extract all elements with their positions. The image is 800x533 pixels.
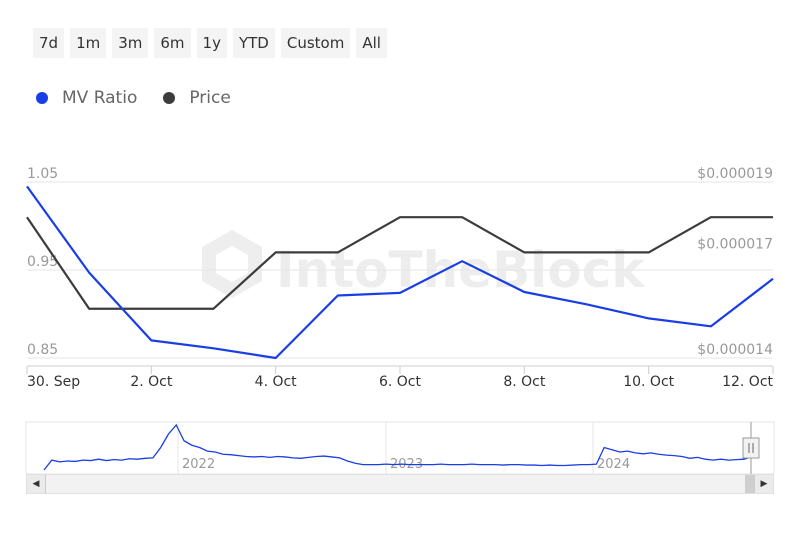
- scroll-left-button[interactable]: ◀: [27, 475, 46, 493]
- range-selector: 7d 1m 3m 6m 1y YTD Custom All: [33, 28, 387, 58]
- navigator-frame: [25, 421, 775, 475]
- scrollbar-thumb[interactable]: [745, 475, 755, 493]
- mv-ratio-series-line: [26, 185, 774, 360]
- watermark-logo-icon: [202, 230, 262, 298]
- x-tick-label: 4. Oct: [255, 374, 298, 390]
- y-right-tick-label: $0.000017: [697, 236, 773, 252]
- range-button-all[interactable]: All: [356, 28, 387, 58]
- y-left-tick-label: 0.85: [27, 342, 58, 358]
- legend-item-mv-ratio[interactable]: MV Ratio: [36, 88, 137, 108]
- x-tick-label: 6. Oct: [379, 374, 422, 390]
- x-tick-label: 2. Oct: [130, 374, 173, 390]
- chart-legend: MV Ratio Price: [36, 88, 231, 108]
- y-left-tick-label: 0.95: [27, 254, 58, 270]
- navigator-year-label: 2024: [597, 457, 630, 472]
- range-button-custom[interactable]: Custom: [280, 28, 351, 58]
- navigator-year-label: 2022: [182, 457, 215, 472]
- mv-ratio-legend-dot: [36, 92, 48, 104]
- y-right-tick-label: $0.000014: [697, 342, 773, 358]
- x-tick-label: 30. Sep: [27, 374, 80, 390]
- navigator-range-handle[interactable]: [742, 437, 760, 459]
- navigator-chart: 2022 2023 2024: [25, 421, 775, 475]
- price-legend-dot: [163, 92, 176, 104]
- x-tick-label: 10. Oct: [623, 374, 674, 390]
- navigator-scrollbar[interactable]: ◀ ▶: [26, 474, 774, 494]
- range-button-1y[interactable]: 1y: [196, 28, 227, 58]
- range-button-ytd[interactable]: YTD: [232, 28, 275, 58]
- x-tick-label: 12. Oct: [722, 374, 773, 390]
- scroll-right-button[interactable]: ▶: [754, 475, 773, 493]
- range-button-1m[interactable]: 1m: [70, 28, 107, 58]
- legend-label-mv-ratio: MV Ratio: [62, 88, 138, 108]
- range-button-3m[interactable]: 3m: [112, 28, 149, 58]
- main-chart: IntoTheBlock 1.05 0.95 0.85 $0.000019 $0.00…: [26, 166, 774, 390]
- range-button-6m[interactable]: 6m: [154, 28, 191, 58]
- navigator-series-line: [43, 423, 753, 471]
- x-tick-label: 8. Oct: [503, 374, 546, 390]
- legend-item-price[interactable]: Price: [163, 88, 231, 108]
- watermark: IntoTheBlock: [202, 230, 646, 299]
- price-series-line: [26, 216, 773, 310]
- y-right-tick-label: $0.000019: [697, 166, 773, 182]
- range-button-7d[interactable]: 7d: [33, 28, 65, 58]
- y-left-tick-label: 1.05: [27, 166, 58, 182]
- legend-label-price: Price: [189, 88, 231, 108]
